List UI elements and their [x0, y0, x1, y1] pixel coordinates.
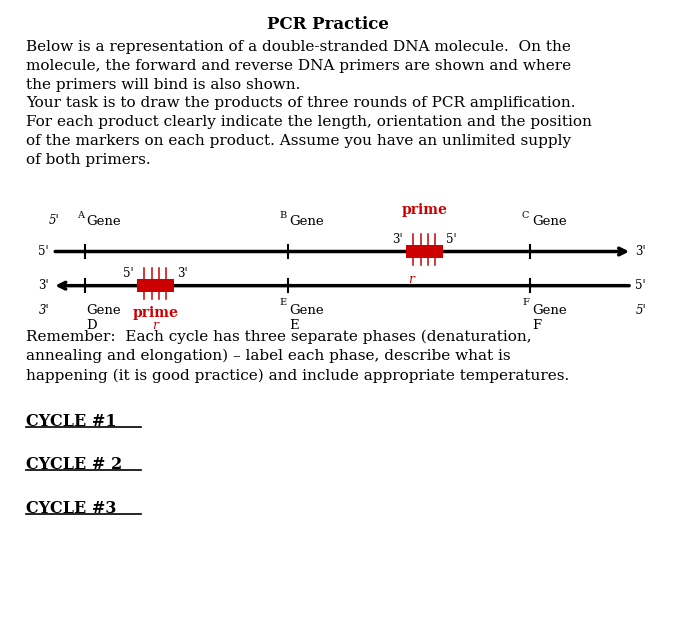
Text: 5': 5' — [636, 279, 646, 292]
Text: CYCLE # 2: CYCLE # 2 — [26, 456, 122, 473]
Bar — [406, 245, 442, 258]
Text: Remember:  Each cycle has three separate phases (denaturation,
annealing and elo: Remember: Each cycle has three separate … — [26, 329, 569, 383]
Text: Your task is to draw the products of three rounds of PCR amplification.
For each: Your task is to draw the products of thr… — [26, 96, 592, 167]
Text: 3': 3' — [636, 245, 646, 258]
Text: Gene: Gene — [87, 304, 121, 317]
Text: prime: prime — [132, 306, 178, 320]
Text: Gene: Gene — [532, 215, 566, 228]
Text: Below is a representation of a double-stranded DNA molecule.  On the
molecule, t: Below is a representation of a double-st… — [26, 40, 571, 93]
Text: 3': 3' — [38, 279, 49, 292]
Text: prime: prime — [402, 203, 447, 217]
Text: 5': 5' — [123, 267, 134, 279]
Text: B: B — [279, 212, 287, 220]
Text: CYCLE #3: CYCLE #3 — [26, 500, 117, 517]
Text: F: F — [522, 298, 529, 307]
Text: C: C — [522, 212, 529, 220]
Text: E: E — [290, 319, 299, 332]
Text: E: E — [280, 298, 287, 307]
Text: 5': 5' — [49, 214, 60, 227]
Text: D: D — [87, 319, 97, 332]
Text: 5': 5' — [446, 233, 456, 245]
Text: PCR Practice: PCR Practice — [267, 16, 388, 32]
Text: CYCLE #1: CYCLE #1 — [26, 413, 117, 430]
Text: 3': 3' — [38, 304, 49, 317]
Text: 3': 3' — [177, 267, 188, 279]
Text: 3': 3' — [392, 233, 402, 245]
Text: 5': 5' — [636, 304, 646, 317]
Text: A: A — [77, 212, 84, 220]
Text: r: r — [408, 273, 414, 286]
Text: Gene: Gene — [532, 304, 566, 317]
Text: r: r — [152, 319, 158, 332]
Text: Gene: Gene — [290, 215, 324, 228]
Text: Gene: Gene — [87, 215, 121, 228]
Text: F: F — [532, 319, 541, 332]
Text: Gene: Gene — [290, 304, 324, 317]
Text: 5': 5' — [38, 245, 49, 258]
Bar — [137, 279, 174, 292]
